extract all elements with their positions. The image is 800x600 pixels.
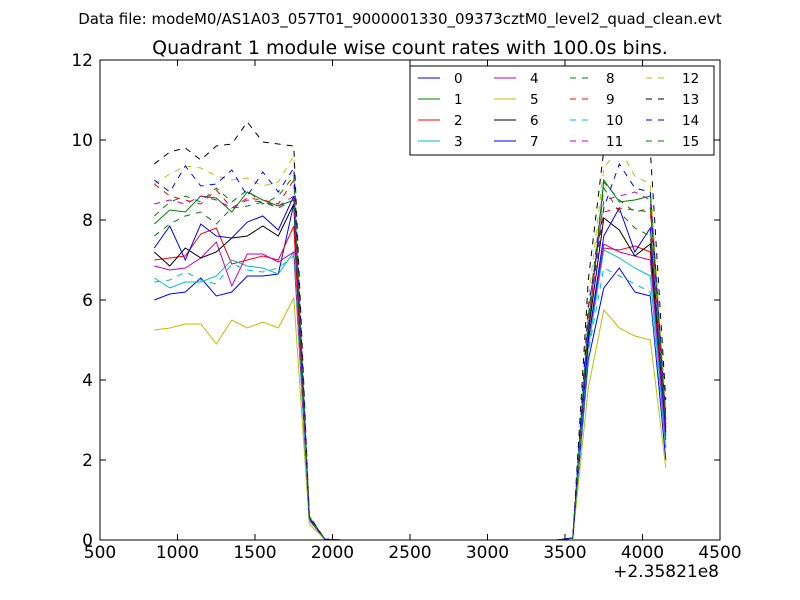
series-line-4	[154, 241, 667, 541]
y-tick-label: 8	[82, 211, 93, 231]
figure-suptitle: Data file: modeM0/AS1A03_057T01_90000013…	[78, 10, 722, 29]
series-line-9	[153, 178, 667, 541]
x-axis-offset-label: +2.35821e8	[613, 562, 719, 582]
x-tick-label: 3000	[466, 543, 509, 563]
legend-label-3: 3	[454, 134, 463, 150]
y-tick-label: 10	[71, 131, 93, 151]
y-tick-label: 4	[82, 371, 93, 391]
legend-label-12: 12	[682, 71, 699, 87]
series-line-13	[153, 121, 667, 541]
series-line-8	[153, 186, 667, 541]
legend-label-6: 6	[530, 113, 539, 129]
x-tick-label: 500	[84, 543, 116, 563]
legend-label-1: 1	[454, 92, 463, 108]
x-tick-label: 1000	[156, 543, 199, 563]
x-tick-label: 2500	[388, 543, 431, 563]
series-line-6	[153, 203, 667, 541]
legend-label-9: 9	[606, 92, 615, 108]
series-line-10	[154, 255, 667, 541]
x-tick-label: 2000	[311, 543, 354, 563]
plot-lines	[153, 121, 667, 541]
legend-label-2: 2	[454, 113, 463, 129]
series-line-14	[153, 162, 667, 541]
y-tick-label: 0	[82, 531, 93, 551]
legend-label-4: 4	[530, 71, 539, 87]
series-line-0	[154, 203, 667, 541]
series-line-1	[153, 178, 667, 541]
legend-label-13: 13	[682, 92, 699, 108]
legend-label-5: 5	[530, 92, 539, 108]
legend-label-0: 0	[454, 71, 463, 87]
axis-ticks: 500 1000 1500 2000 2500 3000 3500 4000 4500 0 2 4 6 8…	[71, 51, 741, 563]
x-tick-label: 1500	[233, 543, 276, 563]
x-tick-label: 4000	[621, 543, 664, 563]
legend-label-15: 15	[682, 134, 699, 150]
series-line-11	[154, 191, 667, 541]
legend-box	[409, 65, 715, 156]
y-tick-label: 12	[71, 51, 93, 71]
x-tick-label: 3500	[543, 543, 586, 563]
y-tick-label: 6	[82, 291, 93, 311]
legend-label-8: 8	[606, 71, 615, 87]
x-tick-label: 4500	[698, 543, 741, 563]
legend-label-14: 14	[682, 113, 699, 129]
y-tick-label: 2	[82, 451, 93, 471]
legend-label-10: 10	[606, 113, 623, 129]
chart-title: Quadrant 1 module wise count rates with …	[152, 37, 668, 59]
series-line-7	[153, 195, 667, 541]
legend-label-11: 11	[606, 134, 623, 150]
legend-label-7: 7	[530, 134, 539, 150]
